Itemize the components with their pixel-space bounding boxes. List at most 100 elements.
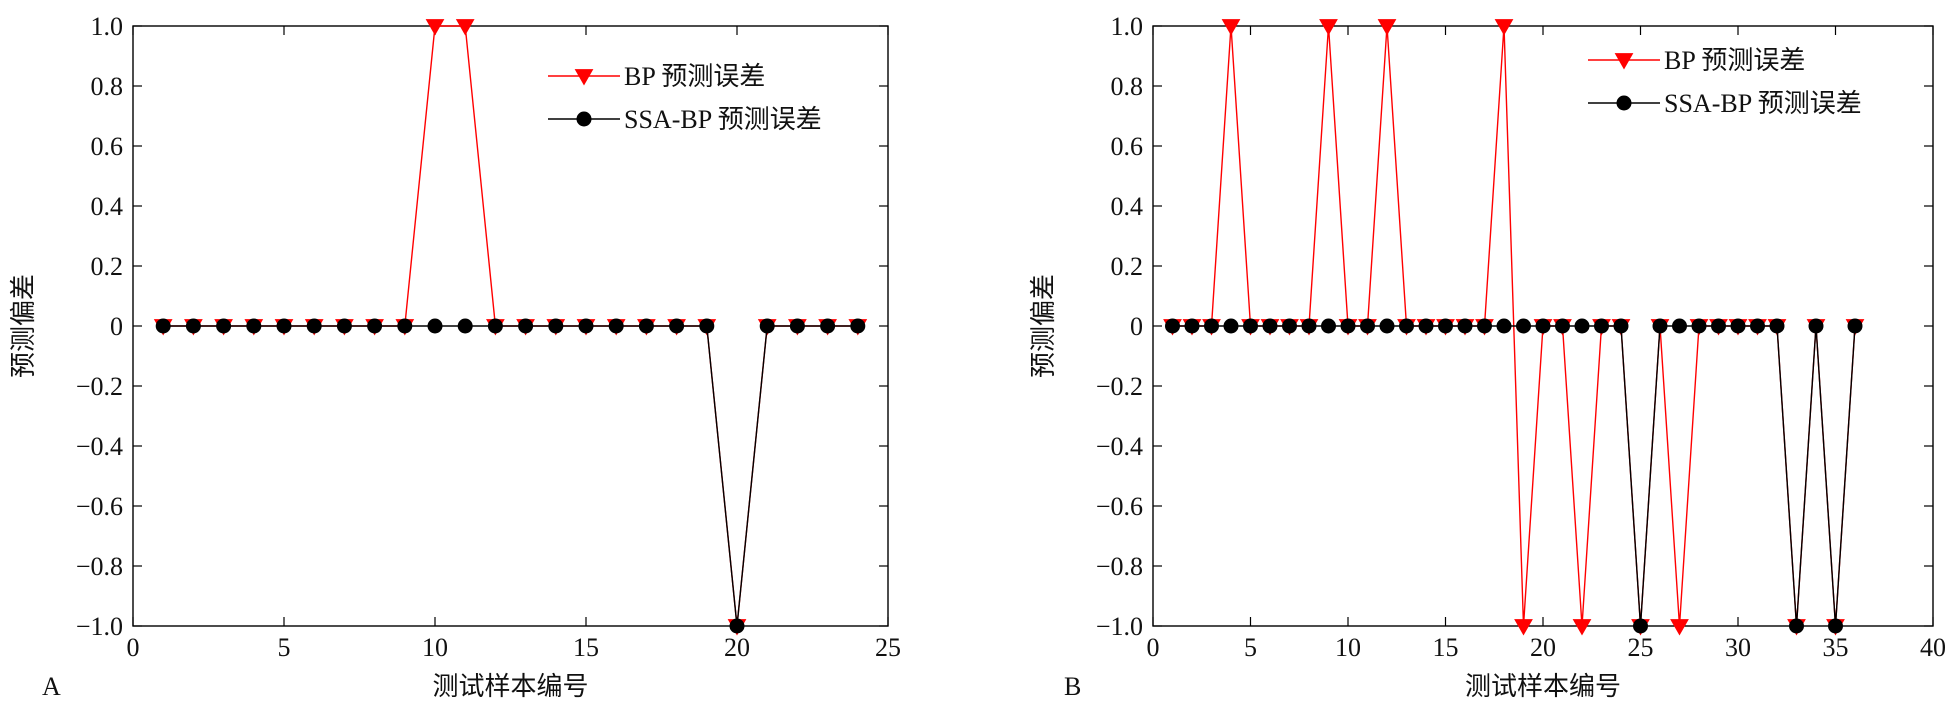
data-point: [1750, 318, 1765, 334]
legend: BP 预测误差 SSA-BP 预测误差: [548, 62, 822, 134]
data-point: [608, 318, 624, 334]
chart-panel-b: 0 5 10 15 20 25 30 35 40 −1.0 −0.8 −0.6 −0.4 −0.2 0 0.2…: [1029, 12, 1946, 702]
legend-marker: [1616, 95, 1632, 111]
panel-label: A: [42, 672, 61, 701]
data-point: [1828, 618, 1843, 634]
legend-label: BP 预测误差: [624, 62, 765, 91]
data-point: [427, 318, 443, 334]
y-tick-label: 0: [1130, 312, 1143, 341]
data-point: [1221, 19, 1241, 36]
x-tick-label: 5: [1244, 633, 1257, 662]
series-line: [163, 325, 858, 627]
y-tick-label: 0.6: [1111, 132, 1144, 161]
y-tick-label: −0.4: [76, 432, 123, 461]
legend-label: SSA-BP 预测误差: [1664, 89, 1862, 118]
data-point: [1377, 19, 1397, 36]
y-tick-label: 0.8: [91, 72, 124, 101]
legend-label: BP 预测误差: [1664, 46, 1805, 75]
data-point: [487, 318, 503, 334]
x-tick-label: 30: [1725, 633, 1751, 662]
x-tick-label: 25: [875, 633, 901, 662]
data-point: [1438, 318, 1453, 334]
series-line: [1172, 325, 1856, 627]
data-point: [1574, 318, 1590, 334]
y-tick-label: 1.0: [1111, 12, 1144, 41]
data-point: [1399, 318, 1414, 334]
data-point: [306, 318, 322, 334]
legend: BP 预测误差 SSA-BP 预测误差: [1588, 46, 1862, 118]
y-tick-label: 0.2: [1111, 252, 1144, 281]
data-point: [1514, 619, 1533, 636]
y-tick-label: 0.2: [91, 252, 124, 281]
legend-label: SSA-BP 预测误差: [624, 105, 822, 134]
x-axis-title: 测试样本编号: [1465, 672, 1621, 702]
y-tick-label: −1.0: [76, 612, 123, 641]
data-point: [1165, 318, 1180, 334]
data-point: [336, 318, 352, 334]
data-point: [1847, 318, 1863, 334]
x-tick-label: 15: [573, 633, 599, 662]
x-tick-label: 5: [278, 633, 291, 662]
data-point: [185, 318, 201, 334]
data-point: [1418, 318, 1434, 334]
x-tick-label: 10: [1335, 633, 1361, 662]
chart-panel-a: 0 5 10 15 20 25 −1.0 −0.8 −0.6 −0.4 −0.2 0 0.2 0.4 0.6…: [9, 12, 901, 702]
y-tick-label: −0.8: [76, 552, 123, 581]
y-tick-label: 0: [110, 312, 123, 341]
x-tick-label: 10: [422, 633, 448, 662]
data-point: [1672, 318, 1687, 334]
data-point: [1204, 318, 1219, 334]
data-point: [850, 318, 866, 334]
data-point: [1808, 318, 1824, 334]
data-point: [1243, 318, 1258, 334]
data-point: [1223, 318, 1239, 334]
data-point: [1340, 318, 1356, 334]
data-point: [1282, 318, 1297, 334]
data-point: [1594, 318, 1609, 334]
data-point: [820, 318, 836, 334]
x-tick-label: 0: [1147, 633, 1160, 662]
data-point: [1572, 619, 1592, 636]
data-point: [1769, 318, 1785, 334]
data-point: [1535, 318, 1551, 334]
data-point: [578, 318, 594, 334]
y-axis-title: 预测偏差: [9, 274, 39, 378]
data-point: [1477, 318, 1492, 334]
data-point: [669, 318, 685, 334]
x-tick-label: 40: [1920, 633, 1946, 662]
data-point: [1360, 318, 1375, 334]
data-point: [276, 318, 292, 334]
y-tick-label: 0.4: [1111, 192, 1144, 221]
data-point: [1184, 318, 1200, 334]
y-tick-label: −0.6: [76, 492, 123, 521]
y-axis-title: 预测偏差: [1029, 274, 1059, 378]
x-tick-label: 20: [1530, 633, 1556, 662]
data-point: [1730, 318, 1746, 334]
x-tick-label: 20: [724, 633, 750, 662]
data-point: [1652, 318, 1668, 334]
x-tick-label: 35: [1823, 633, 1849, 662]
data-point: [246, 318, 262, 334]
data-point: [1613, 318, 1629, 334]
data-point: [1516, 318, 1531, 334]
data-point: [367, 318, 383, 334]
data-point: [1555, 318, 1570, 334]
y-tick-label: −0.4: [1096, 432, 1143, 461]
panel-label: B: [1064, 672, 1081, 701]
data-point: [638, 318, 654, 334]
x-tick-label: 0: [127, 633, 140, 662]
data-point: [1319, 19, 1338, 36]
y-tick-label: −0.6: [1096, 492, 1143, 521]
y-tick-label: −1.0: [1096, 612, 1143, 641]
y-tick-label: −0.8: [1096, 552, 1143, 581]
data-point: [729, 618, 745, 634]
legend-marker: [574, 69, 594, 86]
series-ssa-bp: [155, 318, 866, 634]
data-point: [1691, 318, 1707, 334]
y-tick-label: 0.8: [1111, 72, 1144, 101]
data-point: [518, 318, 534, 334]
data-point: [699, 318, 715, 334]
data-point: [1262, 318, 1278, 334]
data-point: [1670, 619, 1689, 636]
